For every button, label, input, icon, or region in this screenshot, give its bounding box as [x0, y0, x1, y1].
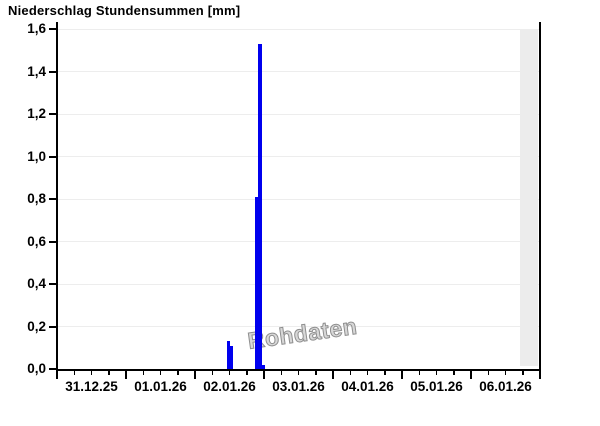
x-axis-minor-tick [108, 370, 110, 375]
x-axis-day-label: 05.01.26 [410, 379, 463, 394]
y-axis-tick [49, 283, 57, 285]
y-axis-tick [49, 113, 57, 115]
y-axis-tick-label: 0,0 [27, 361, 46, 376]
x-axis-day-label: 01.01.26 [134, 379, 187, 394]
x-axis-minor-tick [142, 370, 145, 375]
chart-title: Niederschlag Stundensummen [mm] [8, 3, 241, 18]
y-axis-tick-label: 1,0 [27, 148, 46, 164]
watermark-text: Rohdaten [246, 312, 360, 354]
gridline [57, 241, 540, 242]
gridline [57, 198, 540, 200]
x-axis-minor-tick [280, 370, 283, 375]
x-axis-minor-tick [487, 370, 490, 375]
x-axis-minor-tick [211, 370, 214, 375]
gridline [57, 71, 540, 72]
x-axis-major-tick [194, 370, 196, 379]
x-axis-day-label: 02.01.26 [203, 379, 256, 394]
x-axis-major-tick [470, 370, 472, 379]
gridline [57, 326, 540, 327]
precipitation-bar [261, 364, 265, 369]
x-axis-day-label: 03.01.26 [272, 379, 325, 394]
x-axis-major-tick [332, 370, 334, 379]
x-axis-day-label: 31.12.25 [65, 379, 118, 394]
x-axis-major-tick [56, 370, 58, 379]
y-axis-line [56, 22, 58, 371]
y-axis-tick [49, 70, 57, 73]
x-axis-minor-tick [367, 370, 369, 375]
x-axis-minor-tick [522, 370, 524, 375]
y-axis-tick [49, 240, 57, 243]
x-axis-day-label: 04.01.26 [341, 379, 394, 394]
x-axis-minor-tick [349, 370, 352, 375]
y-axis-tick [49, 368, 57, 370]
precipitation-bar [226, 341, 231, 369]
x-axis-minor-tick [384, 370, 386, 375]
gridline [57, 283, 540, 285]
gridline [57, 28, 540, 30]
x-axis-minor-tick [298, 370, 300, 375]
precipitation-bar [229, 345, 233, 369]
y-axis-tick-label: 1,6 [27, 21, 46, 36]
y-axis-tick-label: 0,2 [27, 318, 46, 334]
y-axis-tick-label: 1,4 [27, 63, 46, 79]
y-axis-tick-label: 0,4 [27, 276, 46, 291]
x-axis-line [56, 368, 541, 371]
x-axis-major-tick [263, 370, 265, 379]
precipitation-bar [258, 43, 262, 369]
y-axis-tick-label: 0,8 [27, 191, 46, 206]
x-axis-minor-tick [505, 370, 507, 375]
x-axis-minor-tick [418, 370, 421, 375]
gridline [57, 156, 540, 157]
y-axis-tick [49, 325, 57, 328]
y-axis-tick [49, 28, 57, 30]
y-axis-tick-label: 1,2 [27, 106, 46, 121]
x-axis-minor-tick [229, 370, 231, 375]
x-axis-major-tick [539, 370, 541, 379]
no-data-band [519, 30, 538, 366]
y-axis-tick-label: 0,6 [27, 233, 46, 249]
precipitation-bar [255, 196, 259, 369]
x-axis-minor-tick [177, 370, 179, 375]
gridline [57, 113, 540, 115]
x-axis-minor-tick [91, 370, 93, 375]
x-axis-minor-tick [160, 370, 162, 375]
x-axis-minor-tick [73, 370, 76, 375]
y-axis-tick [49, 198, 57, 200]
y-axis-tick [49, 155, 57, 158]
x-axis-minor-tick [315, 370, 317, 375]
x-axis-minor-tick [436, 370, 438, 375]
x-axis-minor-tick [246, 370, 248, 375]
x-axis-day-label: 06.01.26 [479, 379, 532, 394]
x-axis-minor-tick [453, 370, 455, 375]
x-axis-major-tick [125, 370, 127, 379]
plot-right-border [539, 22, 541, 371]
x-axis-major-tick [401, 370, 403, 379]
